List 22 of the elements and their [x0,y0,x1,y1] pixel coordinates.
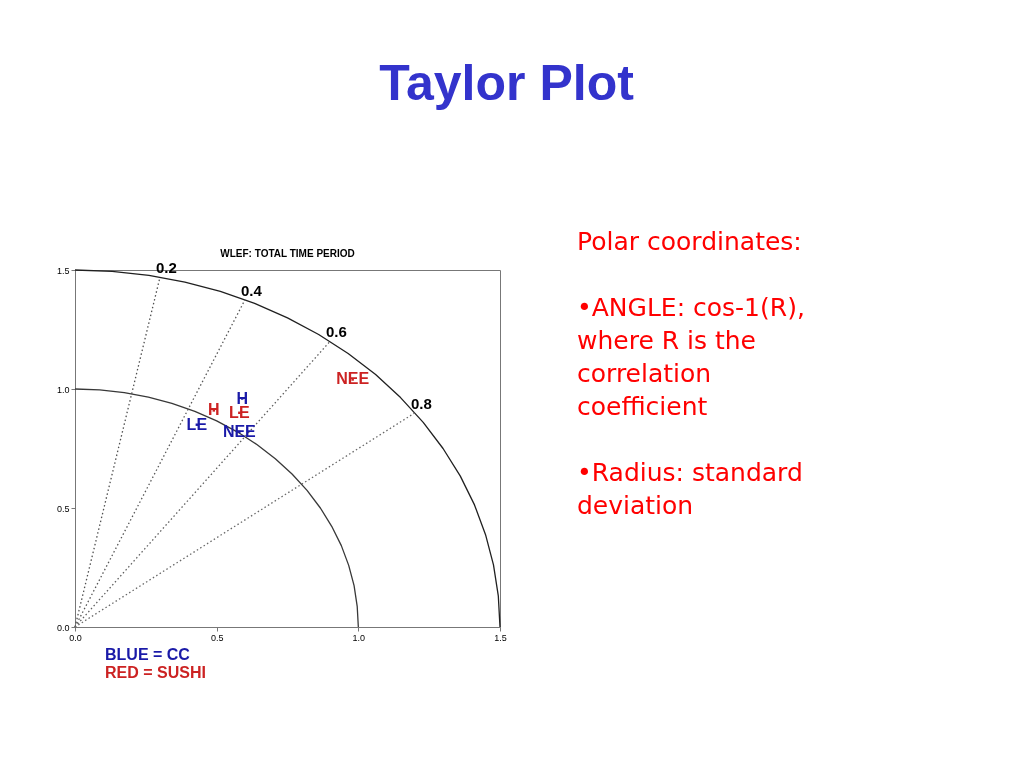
y-tick-label: 0.0 [56,622,70,633]
text: RED = SUSHI [105,664,206,681]
x-tick-label: 1.5 [494,632,507,643]
text: •ANGLE: cos-1(R), where R is the correlation coefficient [577,293,805,421]
y-tick-label: 0.5 [56,503,70,514]
annotation: 0.4 [241,281,263,299]
chart-subtitle: WLEF: TOTAL TIME PERIOD [220,248,355,260]
chart-title: Taylor Plot [379,55,635,111]
text: BLUE = CC [105,646,191,663]
x-tick-label: 1.0 [352,632,366,643]
y-tick-label: 1.5 [56,265,70,276]
text: •Radius: standard deviation [577,458,803,520]
data-label: H [208,401,220,419]
data-label: LE [186,415,208,433]
x-tick-label: 0.0 [69,632,82,643]
y-tick-label: 1.0 [56,384,70,395]
text: Polar coordinates: [577,227,802,256]
annotation: 0.6 [326,323,347,341]
annotation: 0.8 [411,394,432,412]
annotation: 0.2 [156,259,177,277]
x-tick-label: 0.5 [210,632,224,643]
data-label: NEE [336,370,370,388]
